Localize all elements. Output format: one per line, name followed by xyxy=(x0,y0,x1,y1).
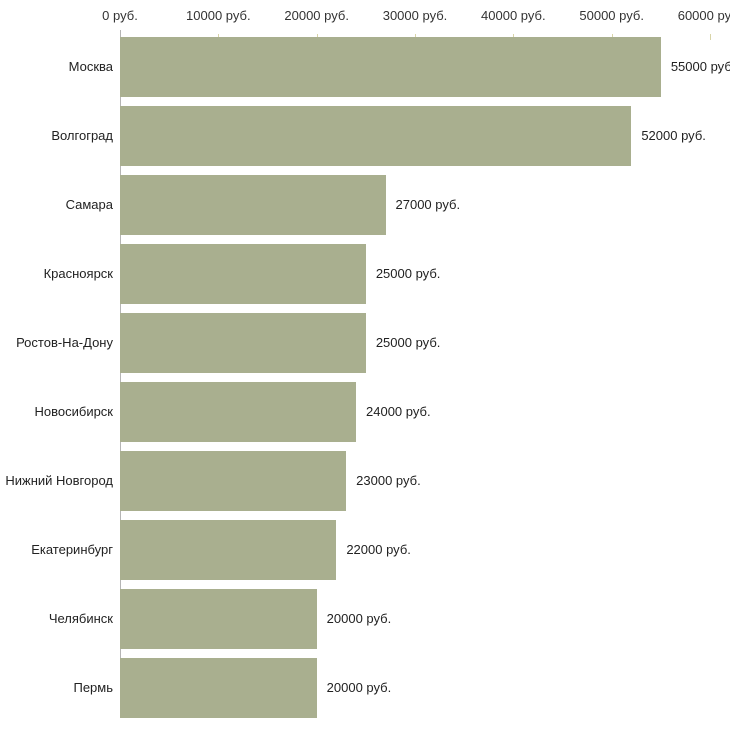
x-axis-tick-label-5: 50000 руб. xyxy=(579,8,644,23)
value-label-9: 20000 руб. xyxy=(327,680,392,695)
bar-row-Нижний Новгород: Нижний Новгород 23000 руб. xyxy=(0,446,730,515)
category-label-1: Волгоград xyxy=(5,128,113,143)
x-axis-tick-label-6: 60000 руб. xyxy=(678,8,730,23)
value-label-4: 25000 руб. xyxy=(376,335,441,350)
x-axis-labels: 0 руб. 10000 руб. 20000 руб. 30000 руб. 4000… xyxy=(0,8,730,28)
bar-row-Новосибирск: Новосибирск 24000 руб. xyxy=(0,377,730,446)
bar-row-Челябинск: Челябинск 20000 руб. xyxy=(0,584,730,653)
category-label-3: Красноярск xyxy=(5,266,113,281)
category-label-8: Челябинск xyxy=(5,611,113,626)
bar-row-Ростов-На-Дону: Ростов-На-Дону 25000 руб. xyxy=(0,308,730,377)
category-label-4: Ростов-На-Дону xyxy=(5,335,113,350)
x-axis-tick-label-1: 10000 руб. xyxy=(186,8,251,23)
value-label-6: 23000 руб. xyxy=(356,473,421,488)
x-axis-tick-label-2: 20000 руб. xyxy=(284,8,349,23)
bar-Волгоград[interactable] xyxy=(120,106,631,166)
plot-area: Москва 55000 руб. Волгоград 52000 руб. Самар… xyxy=(0,32,730,722)
bar-Красноярск[interactable] xyxy=(120,244,366,304)
bar-Екатеринбург[interactable] xyxy=(120,520,336,580)
value-label-1: 52000 руб. xyxy=(641,128,706,143)
bar-row-Екатеринбург: Екатеринбург 22000 руб. xyxy=(0,515,730,584)
bar-row-Волгоград: Волгоград 52000 руб. xyxy=(0,101,730,170)
bar-Пермь[interactable] xyxy=(120,658,317,718)
x-axis-tick-label-4: 40000 руб. xyxy=(481,8,546,23)
value-label-3: 25000 руб. xyxy=(376,266,441,281)
bar-chart-container: 0 руб. 10000 руб. 20000 руб. 30000 руб. 4000… xyxy=(0,0,730,730)
value-label-5: 24000 руб. xyxy=(366,404,431,419)
bar-row-Красноярск: Красноярск 25000 руб. xyxy=(0,239,730,308)
value-label-2: 27000 руб. xyxy=(396,197,461,212)
bar-row-Пермь: Пермь 20000 руб. xyxy=(0,653,730,722)
value-label-8: 20000 руб. xyxy=(327,611,392,626)
category-label-6: Нижний Новгород xyxy=(5,473,113,488)
x-axis-tick-label-3: 30000 руб. xyxy=(383,8,448,23)
category-label-2: Самара xyxy=(5,197,113,212)
bar-row-Москва: Москва 55000 руб. xyxy=(0,32,730,101)
bar-Новосибирск[interactable] xyxy=(120,382,356,442)
bar-Самара[interactable] xyxy=(120,175,386,235)
category-label-0: Москва xyxy=(5,59,113,74)
bar-Нижний Новгород[interactable] xyxy=(120,451,346,511)
category-label-5: Новосибирск xyxy=(5,404,113,419)
value-label-7: 22000 руб. xyxy=(346,542,411,557)
category-label-7: Екатеринбург xyxy=(5,542,113,557)
x-axis-tick-label-0: 0 руб. xyxy=(102,8,138,23)
value-label-0: 55000 руб. xyxy=(671,59,730,74)
category-label-9: Пермь xyxy=(5,680,113,695)
bar-Москва[interactable] xyxy=(120,37,661,97)
bar-Челябинск[interactable] xyxy=(120,589,317,649)
bar-row-Самара: Самара 27000 руб. xyxy=(0,170,730,239)
bar-Ростов-На-Дону[interactable] xyxy=(120,313,366,373)
